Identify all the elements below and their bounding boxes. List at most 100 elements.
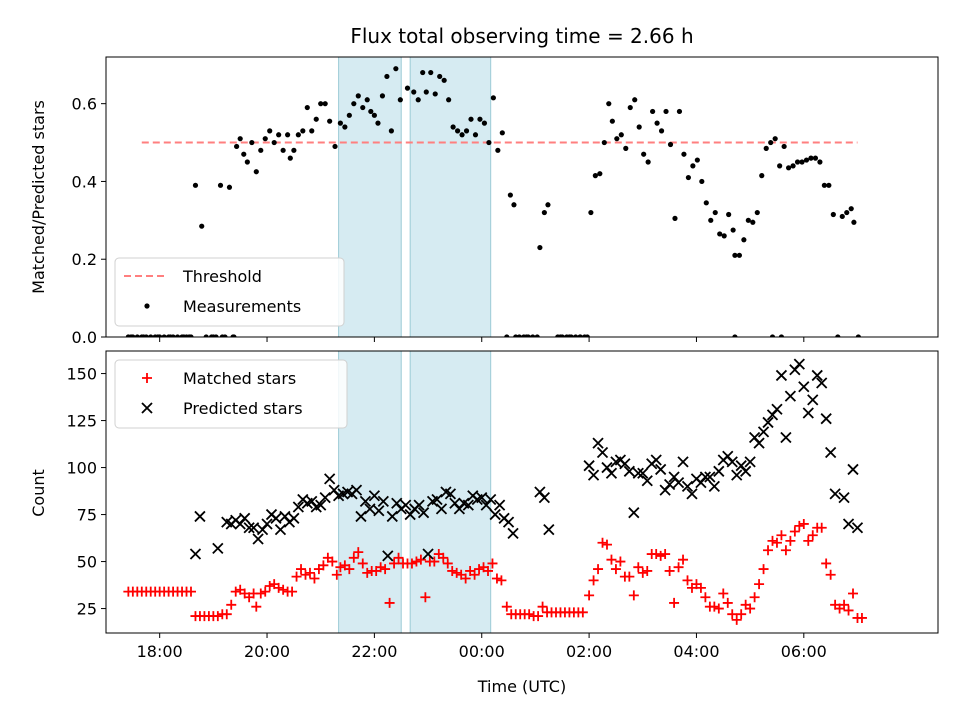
matched-star-point bbox=[296, 564, 307, 575]
matched-star-point bbox=[615, 556, 626, 567]
measurement-point bbox=[364, 97, 370, 103]
measurement-point bbox=[446, 97, 452, 103]
measurement-point bbox=[726, 211, 732, 218]
measurement-point bbox=[360, 104, 366, 111]
predicted-star-point bbox=[632, 467, 644, 479]
predicted-star-point bbox=[319, 492, 331, 504]
measurement-point bbox=[778, 334, 785, 337]
measurement-point bbox=[128, 334, 134, 337]
predicted-star-point bbox=[802, 407, 814, 419]
y-tick-label: 75 bbox=[77, 506, 97, 525]
measurement-point bbox=[304, 104, 310, 111]
measurement-point bbox=[690, 163, 696, 169]
measurement-point bbox=[181, 334, 187, 337]
predicted-star-point bbox=[476, 492, 488, 504]
predicted-star-point bbox=[435, 503, 448, 515]
matched-star-point bbox=[420, 592, 431, 603]
measurement-point bbox=[597, 171, 603, 177]
matched-star-point bbox=[375, 562, 386, 573]
matched-star-point bbox=[789, 526, 800, 537]
predicted-star-point bbox=[596, 446, 609, 459]
measurement-point bbox=[244, 159, 250, 165]
matched-star-point bbox=[718, 588, 729, 599]
measurement-point bbox=[817, 159, 823, 165]
predicted-star-point bbox=[838, 492, 850, 504]
measurement-point bbox=[346, 112, 352, 118]
matched-star-point bbox=[460, 573, 471, 584]
matched-star-point bbox=[731, 614, 742, 625]
matched-star-point bbox=[318, 560, 329, 571]
bottom-y-axis-label: Count bbox=[29, 469, 48, 517]
predicted-star-point bbox=[775, 369, 788, 382]
predicted-star-point bbox=[708, 480, 720, 492]
matched-star-point bbox=[856, 612, 867, 623]
measurement-point bbox=[192, 182, 199, 188]
measurement-point bbox=[821, 182, 827, 188]
predicted-star-point bbox=[364, 503, 376, 515]
measurement-point bbox=[355, 93, 361, 99]
measurement-point bbox=[420, 69, 426, 76]
measurement-point bbox=[763, 145, 769, 151]
predicted-star-point bbox=[315, 499, 327, 511]
measurement-point bbox=[658, 128, 665, 134]
matched-star-point bbox=[673, 562, 684, 573]
measurement-point bbox=[267, 128, 273, 134]
matched-star-point bbox=[848, 588, 859, 599]
predicted-star-point bbox=[194, 510, 206, 523]
measurement-point bbox=[332, 143, 338, 150]
matched-star-point bbox=[700, 592, 711, 603]
measurement-point bbox=[530, 334, 536, 337]
matched-star-point bbox=[451, 567, 462, 578]
matched-star-point bbox=[415, 554, 426, 565]
measurement-point bbox=[249, 139, 255, 146]
predicted-star-point bbox=[704, 471, 716, 483]
measurement-point bbox=[423, 89, 429, 95]
measurement-point bbox=[785, 165, 792, 171]
matched-star-point bbox=[501, 601, 512, 612]
measurement-point bbox=[437, 73, 443, 80]
predicted-star-point bbox=[780, 431, 792, 444]
predicted-star-point bbox=[543, 523, 555, 536]
axes-frame bbox=[105, 56, 939, 338]
predicted-star-point bbox=[493, 499, 506, 511]
measurement-point bbox=[459, 132, 465, 138]
matched-star-point bbox=[776, 530, 787, 541]
predicted-star-point bbox=[753, 437, 765, 449]
measurement-point bbox=[495, 147, 501, 153]
matched-star-point bbox=[794, 520, 805, 531]
measurement-point bbox=[411, 89, 417, 95]
matched-star-point bbox=[393, 552, 404, 563]
predicted-star-point bbox=[829, 488, 841, 500]
matched-star-point bbox=[678, 554, 689, 565]
matched-star-point bbox=[442, 558, 453, 569]
measurement-point bbox=[545, 202, 551, 208]
y-tick-label: 0.4 bbox=[72, 172, 97, 191]
y-tick-label: 0.6 bbox=[72, 95, 97, 114]
measurement-point bbox=[428, 69, 434, 76]
predicted-star-point bbox=[368, 490, 381, 502]
predicted-star-point bbox=[247, 522, 260, 534]
measurement-point bbox=[234, 143, 240, 150]
y-tick-label: 100 bbox=[66, 459, 97, 478]
measurement-point bbox=[641, 151, 647, 157]
measurement-point bbox=[703, 200, 709, 206]
predicted-star-point bbox=[771, 403, 783, 415]
y-tick-label: 0.2 bbox=[72, 250, 97, 269]
matched-star-point bbox=[524, 609, 535, 620]
predicted-star-point bbox=[847, 463, 859, 476]
predicted-star-point bbox=[820, 413, 832, 425]
matched-star-point bbox=[736, 609, 747, 620]
measurement-point bbox=[295, 132, 301, 138]
measurement-point bbox=[663, 108, 669, 115]
matched-star-point bbox=[745, 603, 756, 614]
matched-star-point bbox=[496, 575, 507, 586]
measurement-point bbox=[309, 128, 315, 134]
predicted-star-point bbox=[444, 488, 457, 500]
matched-star-point bbox=[839, 599, 850, 610]
measurement-point bbox=[754, 209, 760, 216]
measurement-point bbox=[614, 136, 620, 142]
legend-label: Predicted stars bbox=[183, 399, 303, 418]
plot-area bbox=[123, 351, 867, 633]
measurement-point bbox=[848, 206, 854, 212]
